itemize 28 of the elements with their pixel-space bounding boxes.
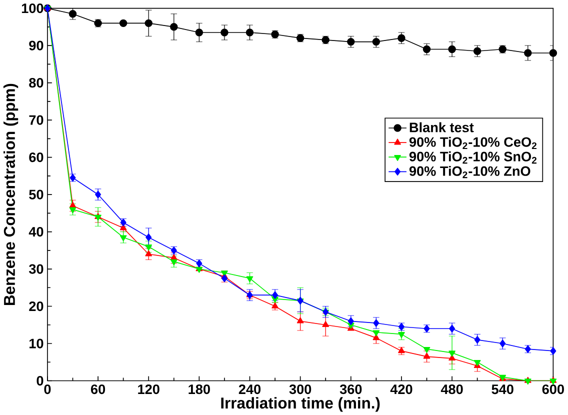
- x-tick-label: 120: [138, 384, 160, 394]
- x-tick-label: 540: [492, 384, 514, 394]
- x-tick-label: 300: [289, 384, 312, 394]
- y-tick-label: 60: [29, 152, 44, 162]
- x-tick-label: 60: [90, 384, 106, 394]
- y-tick-label: 0: [36, 376, 44, 386]
- y-axis-title: Benzene Concentration (ppm): [3, 84, 18, 305]
- legend-label: 90% TiO$_{2}$-10% SnO$_{2}$: [409, 151, 536, 164]
- x-tick-label: 240: [238, 384, 261, 394]
- legend-label: 90% TiO$_{2}$-10% ZnO: [409, 166, 530, 178]
- y-tick-label: 10: [30, 338, 44, 348]
- x-axis-title: Irradiation time (min.): [221, 396, 380, 412]
- x-tick-label: 360: [340, 384, 362, 394]
- legend-label: Blank test: [410, 122, 474, 132]
- y-tick-label: 50: [29, 190, 44, 200]
- y-tick-label: 40: [28, 226, 44, 236]
- x-tick-label: 0: [44, 384, 51, 394]
- legend-label: 90% TiO$_{2}$-10% CeO$_{2}$: [409, 136, 537, 149]
- y-tick-label: 100: [22, 3, 44, 14]
- y-tick-label: 30: [28, 264, 44, 274]
- y-tick-label: 80: [29, 78, 44, 88]
- y-tick-label: 20: [29, 301, 44, 311]
- x-tick-label: 600: [542, 384, 564, 394]
- x-tick-label: 420: [390, 384, 412, 394]
- y-tick-label: 70: [29, 115, 44, 125]
- y-tick-label: 90: [29, 40, 44, 50]
- x-tick-label: 480: [440, 384, 463, 394]
- x-tick-label: 180: [188, 384, 210, 394]
